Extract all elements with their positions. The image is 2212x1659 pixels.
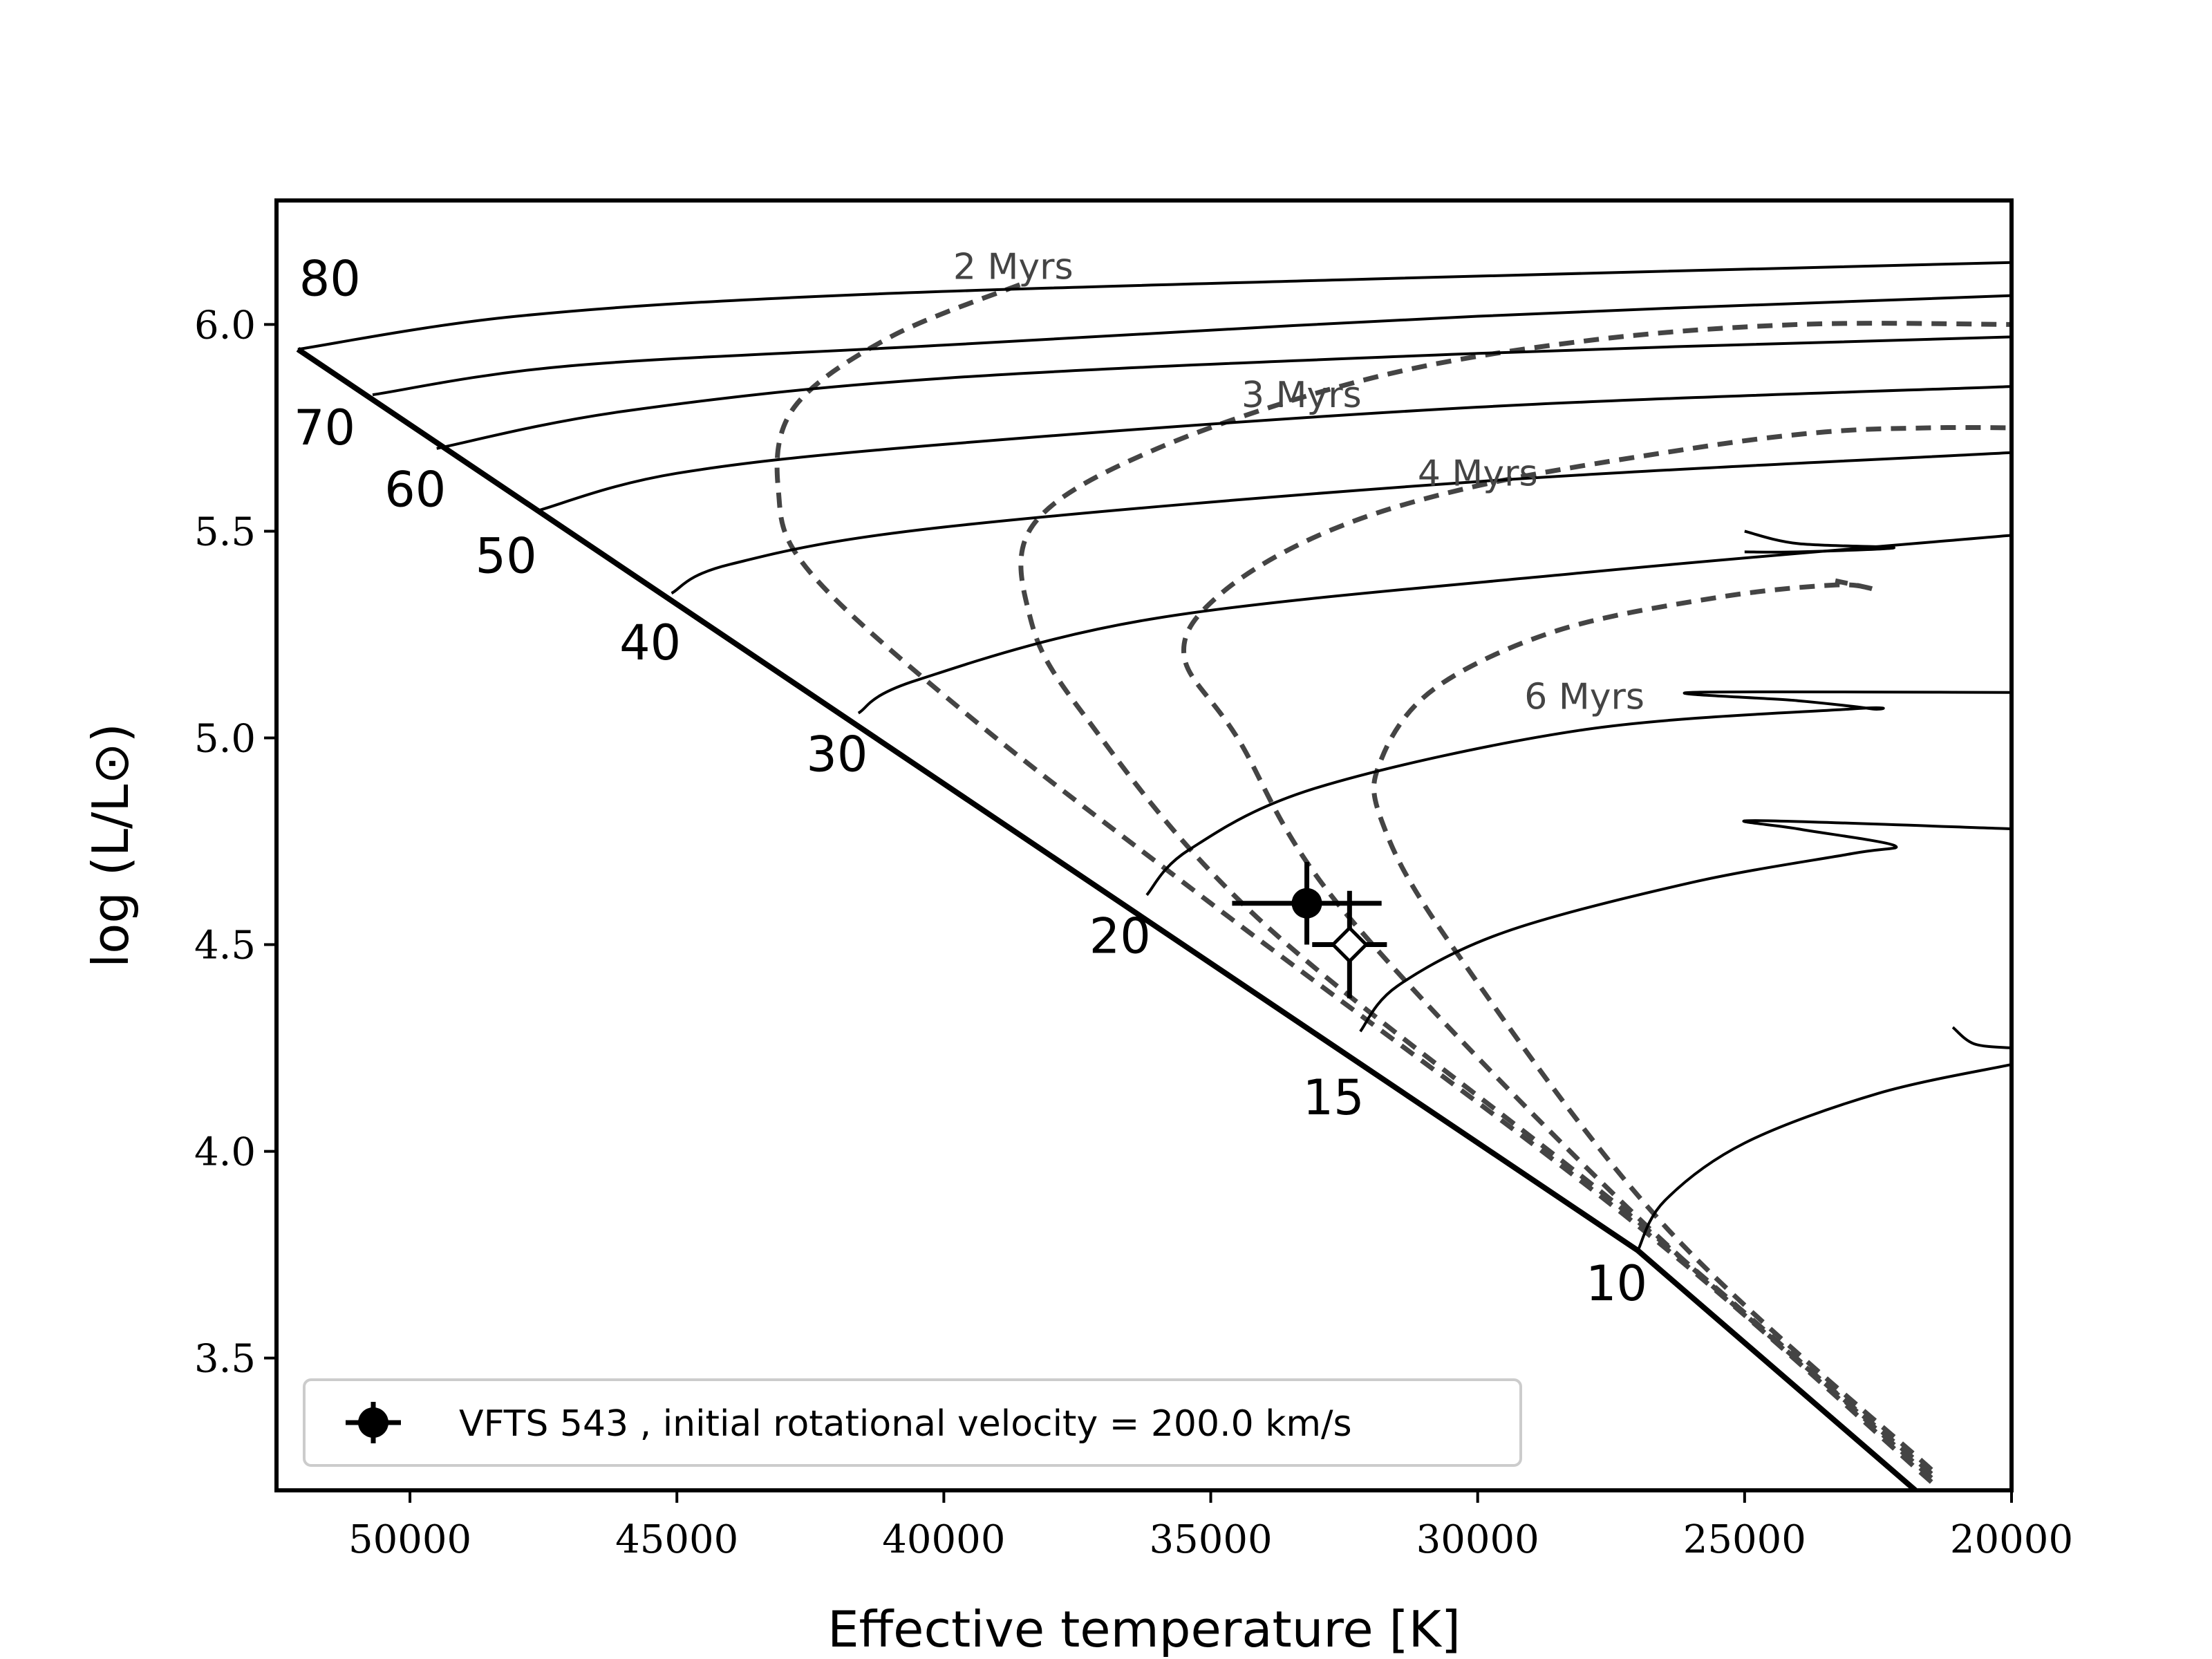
track-mass-label-1: 70 (294, 400, 355, 456)
isochrone-label-1: 3 Myrs (1241, 375, 1362, 416)
track-line-3 (537, 385, 2012, 512)
track-line-10 (1951, 1026, 2012, 1050)
x-tick-label-3: 35000 (1149, 1517, 1272, 1562)
x-tick-label-4: 30000 (1416, 1517, 1539, 1562)
track-mass-label-4: 40 (619, 615, 681, 671)
legend-entry-label-0: VFTS 543 , initial rotational velocity =… (459, 1403, 1352, 1445)
legend-marker (358, 1407, 388, 1438)
isochrone-line-3 (1371, 578, 1933, 1472)
data-point-1 (1330, 926, 1369, 964)
track-mass-label-2: 60 (384, 462, 446, 518)
track-mass-label-0: 80 (299, 251, 361, 308)
y-tick-label-4: 5.5 (194, 509, 256, 554)
track-mass-label-3: 50 (476, 527, 537, 584)
y-tick-label-2: 4.5 (194, 924, 256, 968)
zams-line (296, 346, 1918, 1490)
y-tick-label-0: 3.5 (194, 1337, 256, 1382)
legend: VFTS 543 , initial rotational velocity =… (303, 1378, 1522, 1467)
isochrone-line-1 (1018, 321, 2012, 1480)
data-point-0 (1291, 888, 1322, 919)
x-tick-label-6: 20000 (1950, 1517, 2073, 1562)
x-tick-label-0: 50000 (348, 1517, 471, 1562)
track-line-6 (1744, 529, 1896, 554)
y-tick-label-3: 5.0 (194, 717, 256, 762)
track-line-9 (1636, 1063, 2012, 1252)
track-mass-label-8: 15 (1303, 1069, 1365, 1126)
track-mass-label-9: 10 (1586, 1255, 1647, 1312)
isochrone-label-0: 2 Myrs (953, 247, 1074, 288)
track-line-4 (671, 451, 2012, 594)
track-line-1 (372, 294, 2012, 397)
y-tick-label-5: 6.0 (194, 303, 256, 348)
x-axis-label: Effective temperature [K] (827, 1600, 1461, 1658)
track-mass-label-7: 20 (1089, 908, 1151, 965)
x-tick-label-5: 25000 (1683, 1517, 1806, 1562)
track-line-2 (436, 335, 2012, 450)
track-line-8 (1359, 819, 2012, 1033)
y-tick-label-1: 4.0 (194, 1130, 256, 1175)
track-mass-label-5: 30 (806, 726, 868, 782)
track-line-7 (1145, 690, 2012, 897)
track-line-0 (297, 261, 2012, 351)
plot-frame (274, 198, 2014, 1492)
isochrone-label-2: 4 Myrs (1418, 453, 1538, 495)
isochrone-line-0 (774, 281, 1933, 1484)
legend-box (303, 1378, 1522, 1467)
x-tick-label-1: 45000 (615, 1517, 738, 1562)
x-tick-label-2: 40000 (882, 1517, 1005, 1562)
isochrone-label-3: 6 Myrs (1524, 677, 1644, 718)
y-axis-label: log (L/L⊙) (82, 723, 140, 968)
